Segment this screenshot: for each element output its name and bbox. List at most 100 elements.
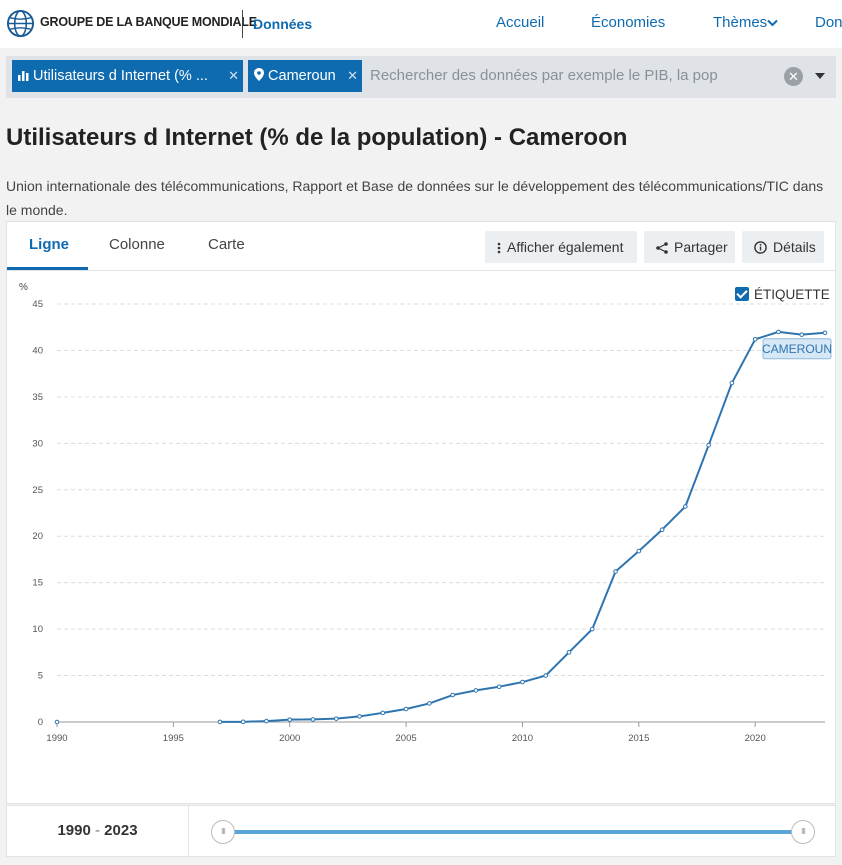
range-slider-track[interactable] [223, 830, 803, 834]
more-vertical-icon [497, 242, 501, 254]
chart-tabs: Ligne Colonne Carte Afficher également P… [7, 222, 835, 271]
data-point [822, 330, 828, 336]
data-point [240, 719, 246, 725]
world-bank-logo-icon[interactable] [6, 9, 35, 38]
clear-search-icon[interactable]: ✕ [784, 67, 803, 86]
section-link-donnees[interactable]: Données [253, 16, 313, 32]
y-tick-label: 35 [32, 392, 43, 403]
tab-ligne[interactable]: Ligne [29, 236, 69, 253]
also-show-label: Afficher également [507, 239, 624, 255]
data-source: Union internationale des télécommunicati… [6, 178, 824, 218]
data-point [566, 650, 572, 655]
data-point [427, 701, 432, 706]
data-point [752, 336, 758, 342]
y-tick-label: 40 [32, 345, 43, 356]
label-toggle[interactable]: ÉTIQUETTE [735, 287, 830, 302]
data-point [333, 716, 339, 721]
y-tick-label: 20 [32, 531, 43, 542]
year-range-footer: 1990 - 2023 III III [6, 805, 836, 857]
data-point [776, 329, 781, 335]
indicator-chip-label: Utilisateurs d Internet (% ... [33, 68, 208, 84]
data-point [683, 504, 688, 509]
data-point [799, 332, 805, 337]
series-label: CAMEROUN [762, 342, 832, 356]
data-point [357, 714, 362, 719]
data-point [287, 717, 293, 722]
details-label: Détails [773, 239, 816, 255]
close-icon[interactable]: ✕ [347, 68, 358, 83]
top-bar: GROUPE DE LA BANQUE MONDIALE Données Acc… [0, 0, 842, 48]
label-checkbox[interactable] [735, 287, 749, 301]
y-tick-label: 5 [38, 671, 43, 682]
data-point [264, 718, 269, 724]
close-icon[interactable]: ✕ [228, 68, 239, 83]
data-point [543, 673, 549, 678]
y-tick-label: 30 [32, 438, 43, 449]
data-point [496, 684, 502, 690]
info-icon [754, 241, 767, 254]
data-point [729, 380, 735, 386]
country-chip-label: Cameroun [268, 68, 336, 84]
indicator-chip[interactable]: Utilisateurs d Internet (% ... ✕ [12, 60, 243, 92]
data-point [706, 442, 711, 448]
nav-accueil[interactable]: Accueil [496, 14, 545, 31]
nav-economies[interactable]: Économies [591, 14, 666, 31]
range-start: 1990 [57, 822, 91, 839]
data-point [54, 719, 60, 725]
y-tick-label: 45 [32, 299, 43, 310]
nav-themes-label: Thèmes [713, 14, 768, 31]
country-chip[interactable]: Cameroun ✕ [248, 60, 362, 92]
nav-donnees-truncated[interactable]: Don [815, 14, 842, 31]
search-bar: Utilisateurs d Internet (% ... ✕ Camerou… [6, 56, 836, 98]
y-tick-label: 25 [32, 485, 43, 496]
y-axis-label: % [19, 282, 28, 293]
x-tick-label: 1990 [46, 733, 67, 744]
active-tab-indicator [7, 267, 88, 270]
brand-name[interactable]: GROUPE DE LA BANQUE MONDIALE [40, 15, 257, 29]
data-point [589, 626, 595, 632]
label-toggle-text: ÉTIQUETTE [754, 287, 830, 302]
chevron-down-icon [767, 19, 778, 27]
nav-themes[interactable]: Thèmes [713, 14, 778, 31]
series-line [219, 330, 826, 723]
x-tick-label: 1995 [163, 733, 184, 744]
page-title: Utilisateurs d Internet (% de la populat… [6, 124, 628, 151]
data-point [450, 692, 455, 698]
x-tick-label: 2020 [745, 733, 766, 744]
range-separator: - [95, 822, 100, 839]
x-tick-label: 2000 [279, 733, 300, 744]
bar-chart-icon [18, 71, 29, 81]
range-end: 2023 [104, 822, 138, 839]
data-point [520, 679, 525, 685]
share-icon [656, 242, 668, 254]
range-end-handle[interactable]: III [791, 820, 815, 844]
tab-colonne[interactable]: Colonne [109, 236, 165, 253]
y-tick-label: 10 [32, 624, 43, 635]
series-label-box [762, 338, 832, 360]
also-show-button[interactable]: Afficher également [485, 231, 637, 263]
data-point [380, 710, 386, 716]
y-tick-label: 0 [38, 717, 43, 728]
x-tick-label: 2015 [628, 733, 649, 744]
data-point [659, 527, 665, 533]
data-point [473, 688, 479, 693]
chart-panel: Ligne Colonne Carte Afficher également P… [6, 221, 836, 804]
details-button[interactable]: Détails [742, 231, 824, 263]
y-tick-label: 15 [32, 578, 43, 589]
data-point [403, 706, 409, 712]
x-tick-label: 2010 [512, 733, 533, 744]
map-pin-icon [254, 68, 264, 81]
data-point [613, 569, 618, 574]
share-label: Partager [674, 239, 728, 255]
search-input[interactable]: Rechercher des données par exemple le PI… [370, 67, 718, 84]
line-chart: 0 5 10 15 20 25 30 35 40 45% 1990 1995 2000 2005 2010 2… [19, 282, 832, 744]
data-point [636, 548, 642, 554]
data-point [217, 719, 223, 725]
dropdown-caret-icon[interactable] [815, 73, 825, 79]
x-tick-label: 2005 [396, 733, 417, 744]
brand-divider [242, 10, 243, 38]
data-point [310, 717, 316, 722]
share-button[interactable]: Partager [644, 231, 735, 263]
tab-carte[interactable]: Carte [208, 236, 245, 253]
range-start-handle[interactable]: III [211, 820, 235, 844]
